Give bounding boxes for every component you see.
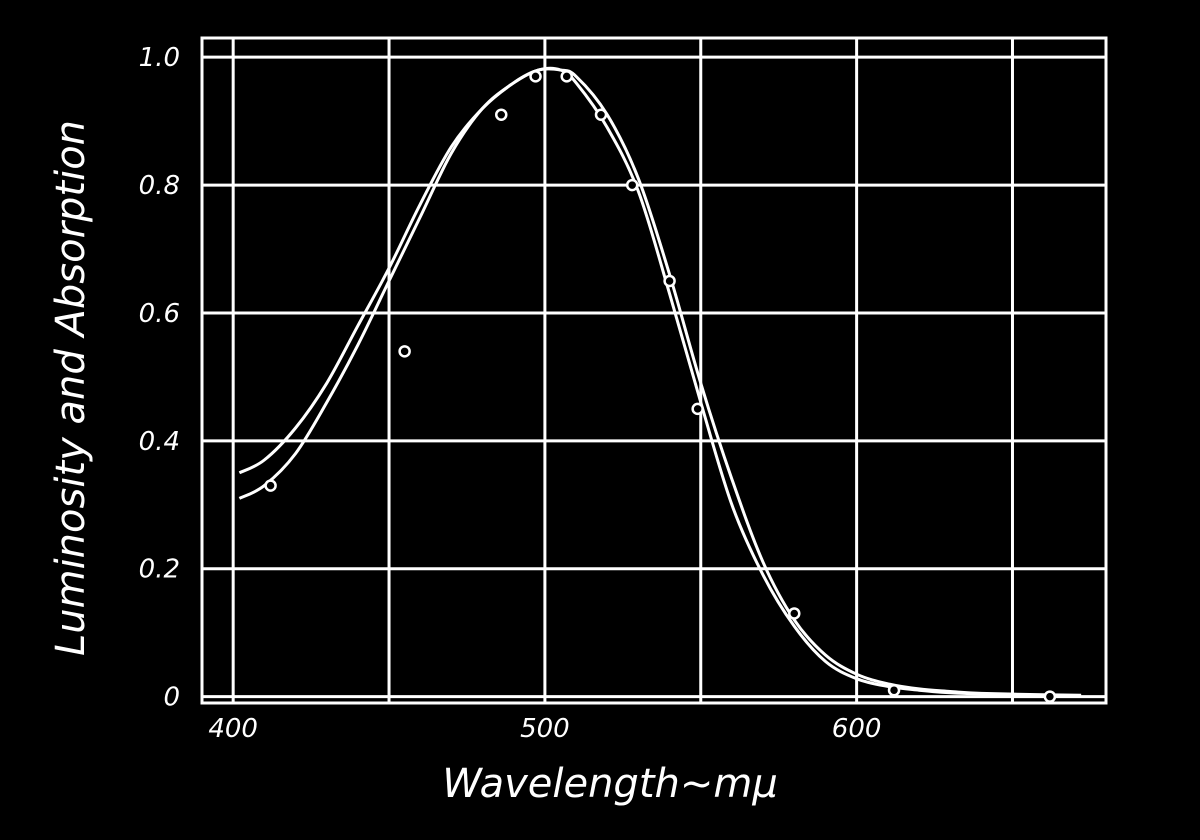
grid [202, 38, 1106, 703]
x-tick-label: 500 [520, 714, 570, 744]
data-point [264, 479, 277, 492]
y-tick-label: 0 [163, 683, 180, 713]
data-point [594, 108, 608, 121]
plot-frame [200, 36, 1108, 705]
data-point [398, 345, 411, 358]
y-tick-label: 1.0 [139, 43, 180, 73]
tick-labels: 400 500 600 0 0.2 0.4 0.6 0.8 1.0 [139, 43, 882, 744]
x-tick-label: 400 [208, 714, 258, 744]
data-point [495, 108, 508, 121]
y-tick-label: 0.2 [139, 555, 180, 585]
data-point [625, 178, 639, 192]
data-point [691, 402, 704, 416]
data-point [887, 683, 901, 697]
series-layer [238, 66, 1082, 703]
y-tick-label: 0.6 [139, 299, 180, 329]
data-point [788, 607, 801, 620]
y-axis-label: Luminosity and Absorption [48, 120, 94, 656]
x-tick-label: 600 [832, 714, 882, 744]
data-point [529, 70, 542, 83]
y-tick-label: 0.4 [139, 427, 180, 457]
data-point [663, 274, 676, 288]
x-axis-label: Wavelength~mμ [442, 761, 778, 807]
data-point [560, 70, 573, 83]
y-tick-label: 0.8 [139, 171, 180, 201]
data-point [1043, 690, 1057, 703]
